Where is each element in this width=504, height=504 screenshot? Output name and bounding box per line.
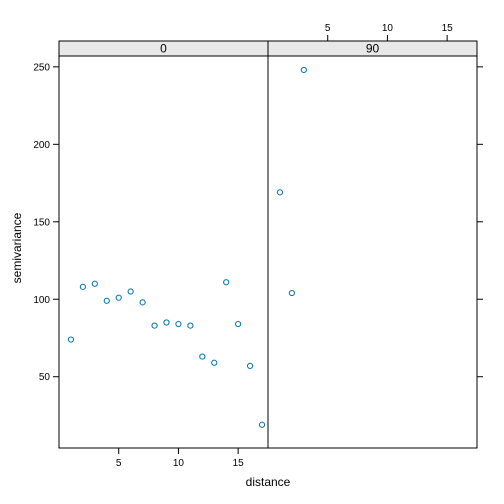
axes-group: 5 10 15 5 10 15 50 100 150 200 250	[33, 23, 483, 469]
x-tick-label: 15	[233, 458, 245, 469]
data-point	[235, 320, 242, 328]
y-tick-label: 200	[33, 140, 50, 151]
panel-frame-90	[267, 55, 478, 449]
data-point	[139, 299, 146, 306]
strip-label-0: 0	[160, 42, 167, 56]
y-tick-label: 250	[33, 62, 50, 73]
data-point	[258, 421, 266, 428]
panels-group: 0 90	[58, 40, 478, 449]
y-tick-label: 100	[33, 295, 50, 306]
data-point	[91, 280, 98, 287]
data-point	[246, 362, 254, 369]
x-tick-label: 10	[382, 23, 394, 34]
strip-label-90: 90	[366, 42, 380, 56]
x-tick-label: 10	[173, 458, 185, 469]
data-point	[187, 322, 194, 329]
data-point	[211, 359, 218, 366]
x-axis-title: distance	[246, 475, 291, 489]
data-point	[288, 289, 295, 297]
x-tick-label: 15	[442, 23, 454, 34]
data-point	[175, 320, 182, 328]
data-point	[163, 319, 170, 326]
panel-0: 0	[58, 40, 269, 449]
data-point	[127, 288, 134, 295]
data-point	[115, 294, 122, 301]
data-point	[79, 283, 86, 290]
data-point	[300, 66, 307, 74]
y-tick-label: 50	[39, 372, 51, 383]
data-point	[223, 279, 230, 286]
y-tick-label: 150	[33, 217, 50, 228]
data-point	[199, 353, 206, 360]
x-tick-label: 5	[116, 458, 122, 469]
data-point	[103, 297, 110, 304]
x-tick-label: 5	[325, 23, 331, 34]
panel-90: 90	[267, 40, 478, 449]
data-point	[276, 189, 284, 196]
data-point	[67, 336, 75, 343]
panel-frame-0	[58, 55, 269, 449]
data-point	[151, 322, 158, 329]
y-axis-title: semivariance	[10, 212, 24, 283]
